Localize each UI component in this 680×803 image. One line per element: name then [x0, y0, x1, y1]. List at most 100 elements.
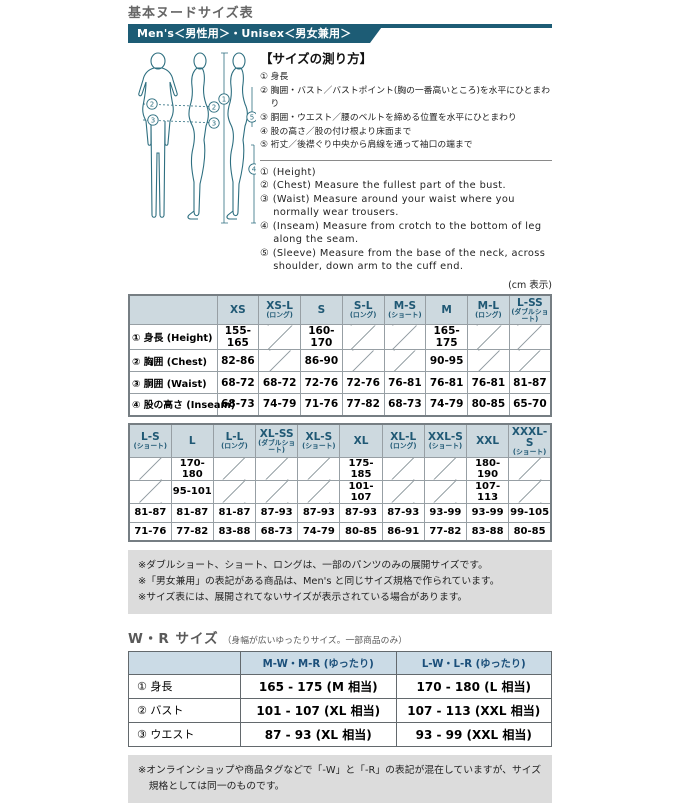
- size-value-cell: 76-81: [467, 371, 510, 395]
- size-value-cell: 68-72: [216, 371, 260, 395]
- not-available-cell: [508, 324, 552, 351]
- size-value-cell: 68-72: [258, 371, 301, 395]
- not-available-cell: [255, 456, 299, 481]
- size-value-cell: 86-91: [381, 521, 425, 542]
- not-available-cell: [381, 456, 425, 481]
- wr-size-heading: W・R サイズ （身幅が広いゆったりサイズ。一部商品のみ）: [128, 627, 552, 647]
- measure-steps-japanese: ① 身長 ② 胸囲・バスト／バストポイント(胸の一番高いところ)を水平にひとまわり…: [260, 71, 552, 153]
- svg-text:3: 3: [151, 117, 155, 125]
- wr-value-cell: 87 - 93 (XL 相当): [240, 721, 397, 747]
- size-column-header: M-S (ショート): [383, 294, 427, 326]
- size-value-cell: 74-79: [425, 393, 468, 417]
- size-value-cell: 87-93: [297, 502, 341, 523]
- measure-step-jp: ③ 胴囲・ウエスト／腰のベルトを締める位置を水平にひとまわり: [260, 112, 517, 123]
- size-value-cell: 76-81: [425, 371, 468, 395]
- size-column-header: XL-SS (ダブルショート): [255, 423, 299, 458]
- divider: [260, 159, 552, 161]
- size-value-cell: 65-70: [508, 393, 552, 417]
- size-column-header: XL-L (ロング): [381, 423, 425, 458]
- measure-guide-text: 【サイズの測り方】 ① 身長 ② 胸囲・バスト／バストポイント(胸の一番高いところ…: [256, 47, 552, 274]
- size-chart-page: 基本ヌードサイズ表 Men's＜男性用＞・Unisex＜男女兼用＞: [128, 2, 552, 803]
- not-available-cell: [341, 324, 385, 351]
- size-value-cell: 74-79: [297, 521, 341, 542]
- size-column-header: L-SS (ダブルショート): [508, 294, 552, 326]
- size-value-cell: 68-73: [383, 393, 427, 417]
- size-value-cell: 165-175: [425, 324, 468, 351]
- size-column-header: XL: [339, 423, 383, 458]
- size-chart-notes: ※ダブルショート、ショート、ロングは、一部のパンツのみの展開サイズです。 ※「男女…: [128, 550, 552, 614]
- size-table-xs-to-lss: XS XS-L (ロング) S S-L (ロング) M-S (ショート) M M-L (ロング) L-…: [128, 293, 552, 417]
- svg-text:3: 3: [212, 120, 216, 128]
- size-value-cell: 99-105: [508, 502, 552, 523]
- not-available-cell: [467, 324, 510, 351]
- wr-size-table: M-W・M-R (ゆったり) L-W・L-R (ゆったり) ① 身長 165 - 1…: [128, 650, 552, 747]
- row-label: ① 身長: [128, 673, 241, 699]
- banner-tab-label: Men's＜男性用＞・Unisex＜男女兼用＞: [128, 24, 384, 43]
- row-label: ③ 胴囲 (Waist): [128, 371, 218, 395]
- row-label: ② バスト: [128, 697, 241, 723]
- size-column-header: XS: [216, 294, 260, 326]
- size-column-header: L-L (ロング): [212, 423, 257, 458]
- measure-step-jp: ① 身長: [260, 72, 289, 82]
- size-value-cell: 71-76: [128, 521, 172, 542]
- table-row: 170-180 175-185 180-190: [128, 456, 552, 481]
- cm-unit-note: (cm 表示): [508, 279, 552, 291]
- size-value-cell: 83-88: [212, 521, 257, 542]
- table-row: ③ ウエスト 87 - 93 (XL 相当) 93 - 99 (XXL 相当): [128, 721, 552, 747]
- size-value-cell: 90-95: [425, 349, 468, 373]
- not-available-cell: [467, 349, 510, 373]
- measure-step-jp: ⑤ 裄丈／後襟ぐり中央から肩線を通って袖口の端まで: [260, 140, 473, 151]
- not-available-cell: [258, 324, 301, 351]
- row-label: ② 胸囲 (Chest): [128, 349, 218, 373]
- size-value-cell: 107-113: [465, 479, 510, 504]
- size-value-cell: 81-87: [508, 371, 552, 395]
- svg-text:5: 5: [250, 114, 254, 122]
- wr-value-cell: 170 - 180 (L 相当): [395, 673, 552, 699]
- measure-step-en: ③ (Waist) Measure around your waist wher…: [260, 193, 515, 219]
- size-value-cell: 87-93: [255, 502, 299, 523]
- size-value-cell: 74-79: [258, 393, 301, 417]
- size-value-cell: 175-185: [339, 456, 383, 481]
- size-value-cell: 77-82: [423, 521, 468, 542]
- table-row: 95-101 101-107 107-113: [128, 479, 552, 504]
- measure-step-jp: ④ 股の高さ／股の付け根より床面まで: [260, 126, 412, 137]
- size-value-cell: 77-82: [341, 393, 385, 417]
- wr-note: ※オンラインショップや商品タグなどで「-W」と「-R」の表記が混在していますが、…: [138, 764, 542, 792]
- size-column-header: XXXL-S (ショート): [508, 423, 552, 458]
- size-value-cell: 72-76: [341, 371, 385, 395]
- row-label: ① 身長 (Height): [128, 324, 218, 351]
- size-value-cell: 81-87: [128, 502, 172, 523]
- diagram-callout-circles: [146, 93, 260, 175]
- measure-step-en: ④ (Inseam) Measure from crotch to the bo…: [260, 220, 542, 246]
- not-available-cell: [258, 349, 301, 373]
- size-value-cell: 80-85: [339, 521, 383, 542]
- size-value-cell: 180-190: [465, 456, 510, 481]
- size-table-ls-to-xxxls: L-S (ショート) L L-L (ロング) XL-SS (ダブルショート) XL-S (ショー…: [128, 422, 552, 543]
- wr-column-header: L-W・L-R (ゆったり): [395, 650, 552, 675]
- not-available-cell: [508, 456, 552, 481]
- size-column-header: L-S (ショート): [128, 423, 172, 458]
- not-available-cell: [128, 479, 172, 504]
- measure-step-en: ⑤ (Sleeve) Measure from the base of the …: [260, 247, 546, 273]
- category-banner: Men's＜男性用＞・Unisex＜男女兼用＞: [128, 24, 552, 43]
- svg-text:2: 2: [150, 101, 154, 109]
- wr-value-cell: 101 - 107 (XL 相当): [240, 697, 397, 723]
- measure-steps-english: ① (Height) ② (Chest) Measure the fullest …: [260, 166, 552, 274]
- svg-text:4: 4: [252, 166, 256, 174]
- size-column-header: XXL-S (ショート): [423, 423, 468, 458]
- not-available-cell: [383, 324, 427, 351]
- size-value-cell: 80-85: [508, 521, 552, 542]
- size-value-cell: 81-87: [170, 502, 214, 523]
- size-value-cell: 93-99: [423, 502, 468, 523]
- not-available-cell: [423, 479, 468, 504]
- not-available-cell: [423, 456, 468, 481]
- not-available-cell: [341, 349, 385, 373]
- size-value-cell: 68-73: [255, 521, 299, 542]
- size-column-header: M: [425, 294, 468, 326]
- size-value-cell: 95-101: [170, 479, 214, 504]
- wr-value-cell: 93 - 99 (XXL 相当): [395, 721, 552, 747]
- not-available-cell: [381, 479, 425, 504]
- not-available-cell: [128, 456, 172, 481]
- size-value-cell: 81-87: [212, 502, 257, 523]
- table-row: ④ 股の高さ (Inseam) 68-73 74-79 71-76 77-82 68-73…: [128, 393, 552, 417]
